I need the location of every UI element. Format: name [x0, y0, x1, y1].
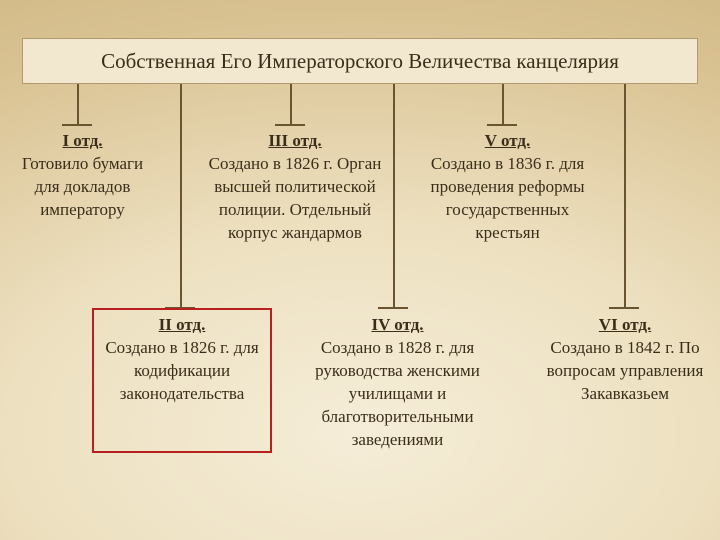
stem-3: [290, 84, 292, 125]
node-3-body: Создано в 1826 г. Орган высшей политичес…: [209, 154, 382, 242]
tick-3: [275, 124, 305, 126]
tick-6: [609, 307, 639, 309]
node-6: VI отд. Создано в 1842 г. По вопросам уп…: [540, 314, 710, 406]
node-3-title: III отд.: [268, 131, 321, 150]
node-1-body: Готовило бумаги для докладов императору: [22, 154, 143, 219]
node-3: III отд. Создано в 1826 г. Орган высшей …: [205, 130, 385, 245]
tick-5: [487, 124, 517, 126]
node-2: II отд. Создано в 1826 г. для кодификаци…: [95, 314, 269, 406]
stem-6: [624, 84, 626, 308]
stem-5: [502, 84, 504, 125]
stem-1: [77, 84, 79, 125]
node-5: V отд. Создано в 1836 г. для проведения …: [420, 130, 595, 245]
node-6-title: VI отд.: [599, 315, 651, 334]
node-4-body: Создано в 1828 г. для руководства женски…: [315, 338, 480, 449]
tick-1: [62, 124, 92, 126]
node-5-title: V отд.: [485, 131, 530, 150]
tick-4: [378, 307, 408, 309]
node-2-title: II отд.: [159, 315, 206, 334]
title-text: Собственная Его Императорского Величеств…: [101, 49, 619, 74]
node-2-body: Создано в 1826 г. для кодификации законо…: [105, 338, 258, 403]
node-6-body: Создано в 1842 г. По вопросам управления…: [547, 338, 704, 403]
diagram: Собственная Его Императорского Величеств…: [0, 0, 720, 540]
node-4: IV отд. Создано в 1828 г. для руководств…: [285, 314, 510, 452]
node-1: I отд. Готовило бумаги для докладов импе…: [20, 130, 145, 222]
stem-4: [393, 84, 395, 308]
node-5-body: Создано в 1836 г. для проведения реформы…: [431, 154, 585, 242]
node-1-title: I отд.: [62, 131, 102, 150]
title-box: Собственная Его Императорского Величеств…: [22, 38, 698, 84]
node-4-title: IV отд.: [371, 315, 423, 334]
stem-2: [180, 84, 182, 308]
